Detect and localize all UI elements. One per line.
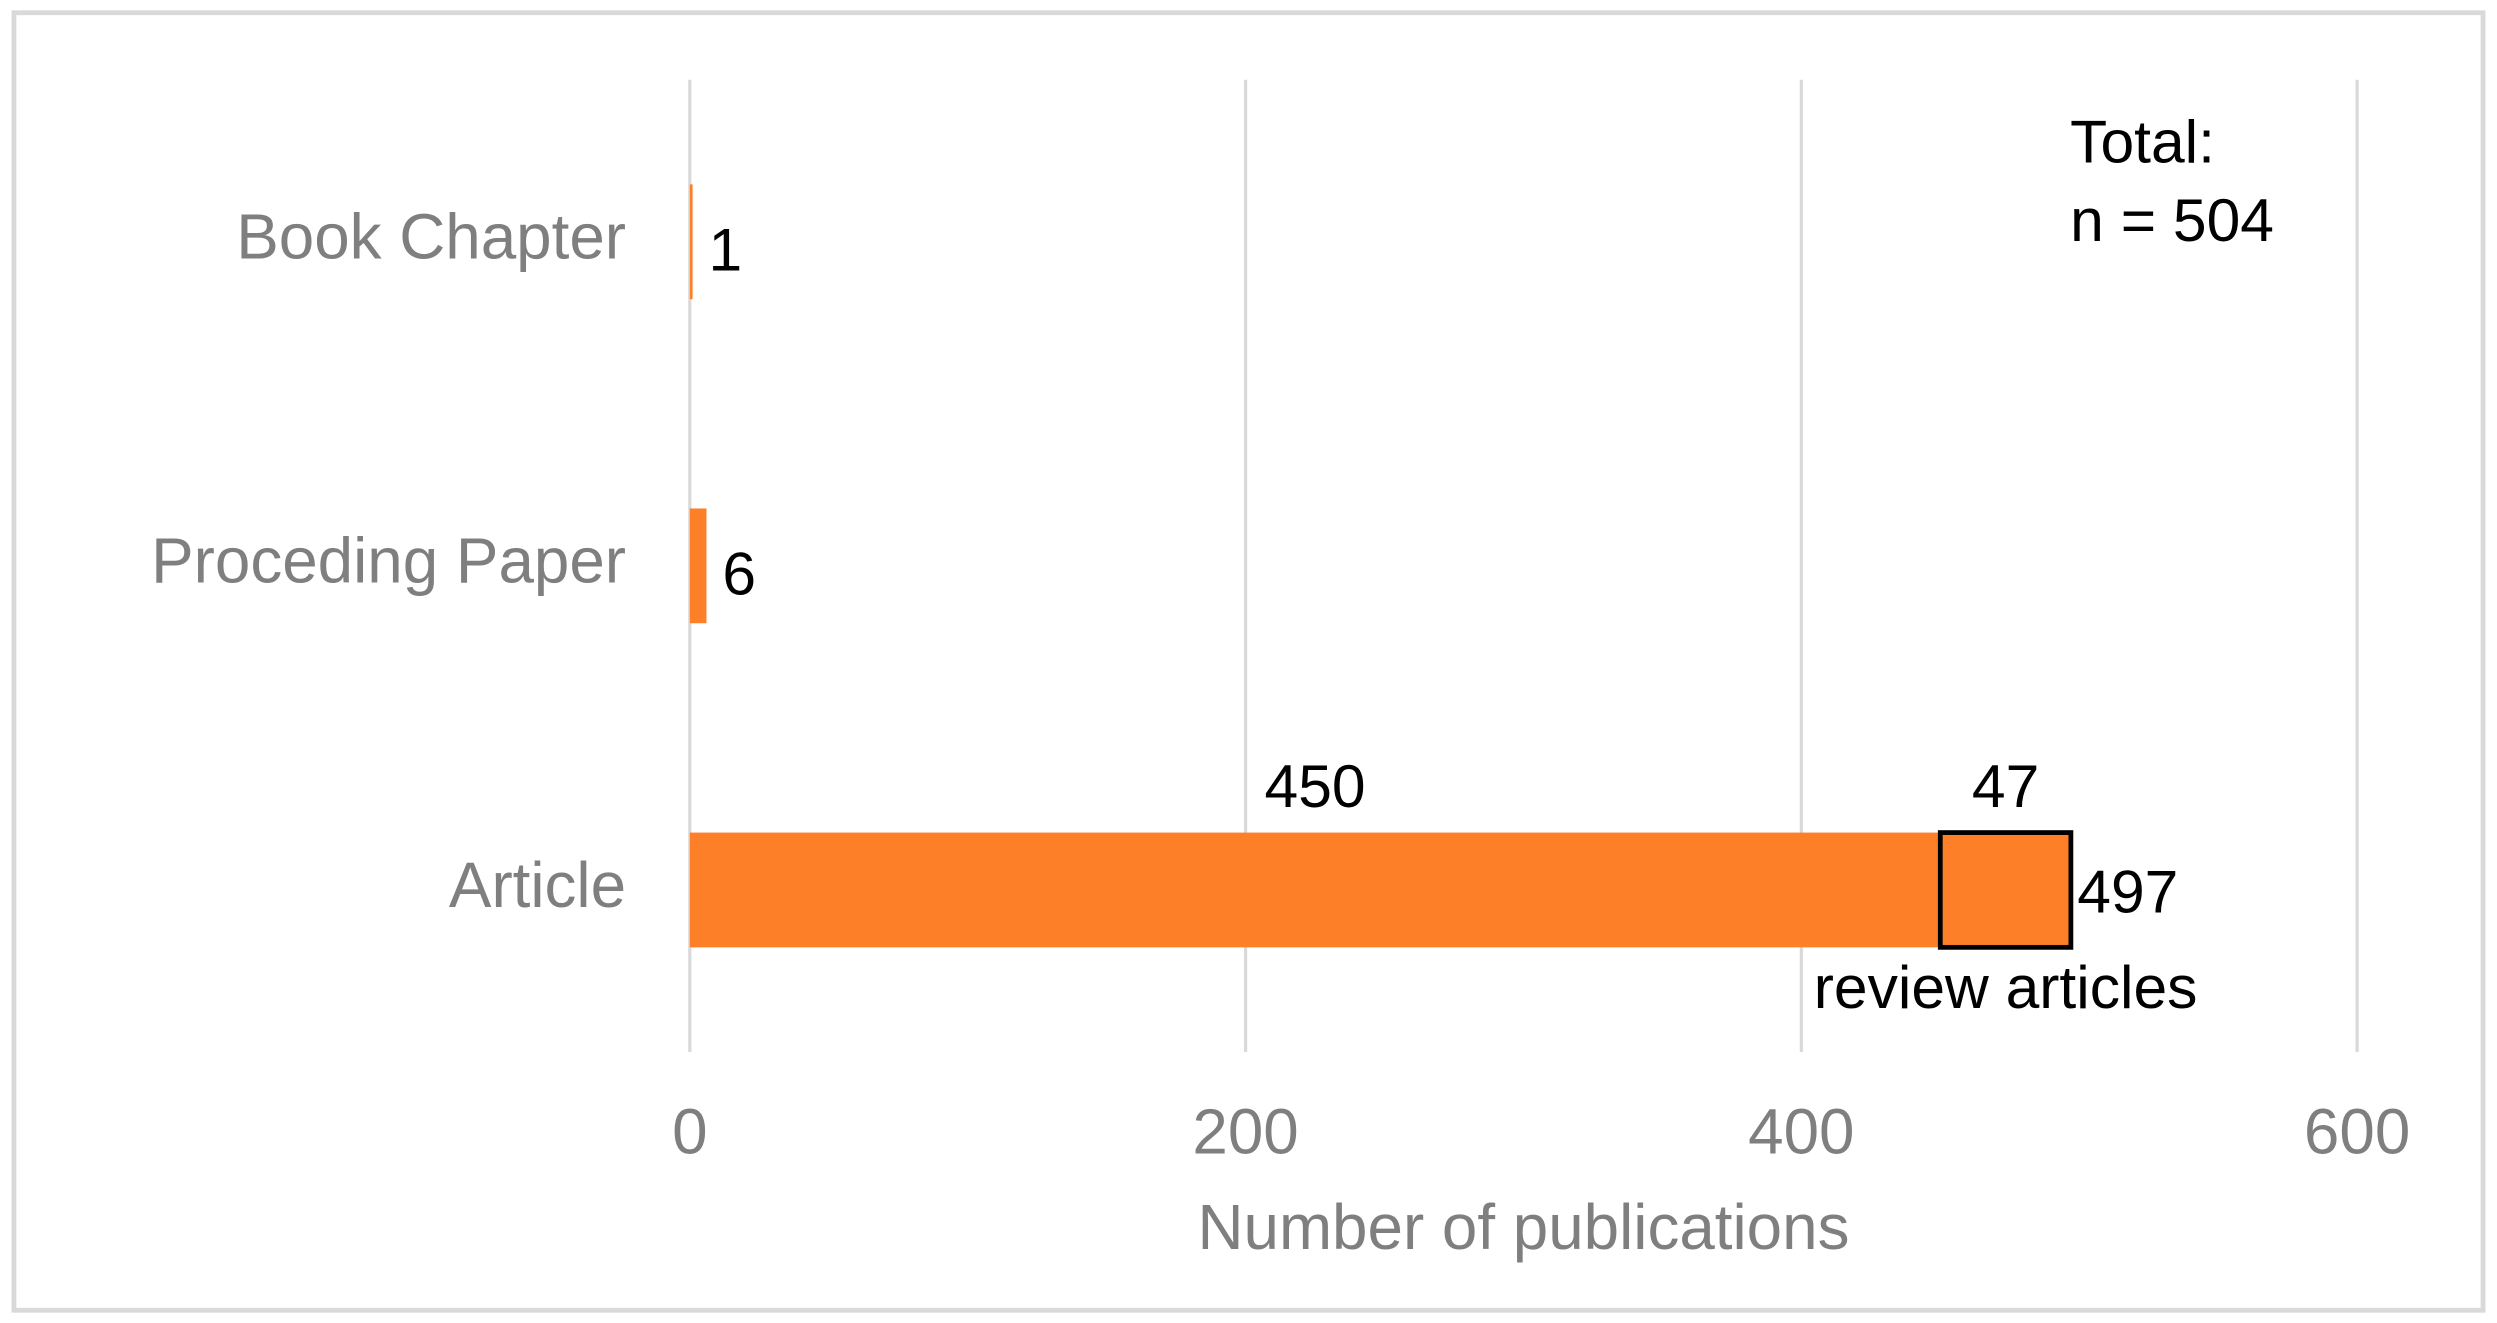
bar [689, 508, 707, 624]
x-tick-label: 200 [1192, 1095, 1298, 1167]
chart-frame [11, 10, 2486, 1313]
y-tick-label: Book Chapter [236, 201, 626, 273]
bar [689, 184, 693, 300]
x-axis-label: Number of publications [1197, 1191, 1849, 1263]
y-tick-label: Article [449, 849, 626, 921]
annotation: n = 504 [2070, 186, 2274, 254]
segment-label: 47 [1972, 752, 2039, 820]
bar-segment [689, 832, 1941, 948]
y-tick-label: Proceding Paper [151, 525, 626, 597]
annotation: Total: [2070, 108, 2215, 176]
value-label: 497 [2077, 857, 2178, 925]
x-tick-label: 400 [1748, 1095, 1854, 1167]
x-tick-label: 600 [2304, 1095, 2410, 1167]
value-label: 1 [709, 216, 743, 284]
segment-label: 450 [1265, 752, 1366, 820]
segment-note: review articles [1814, 953, 2198, 1021]
x-tick-label: 0 [672, 1095, 707, 1167]
bar-segment [1937, 830, 2074, 950]
value-label: 6 [722, 540, 756, 608]
